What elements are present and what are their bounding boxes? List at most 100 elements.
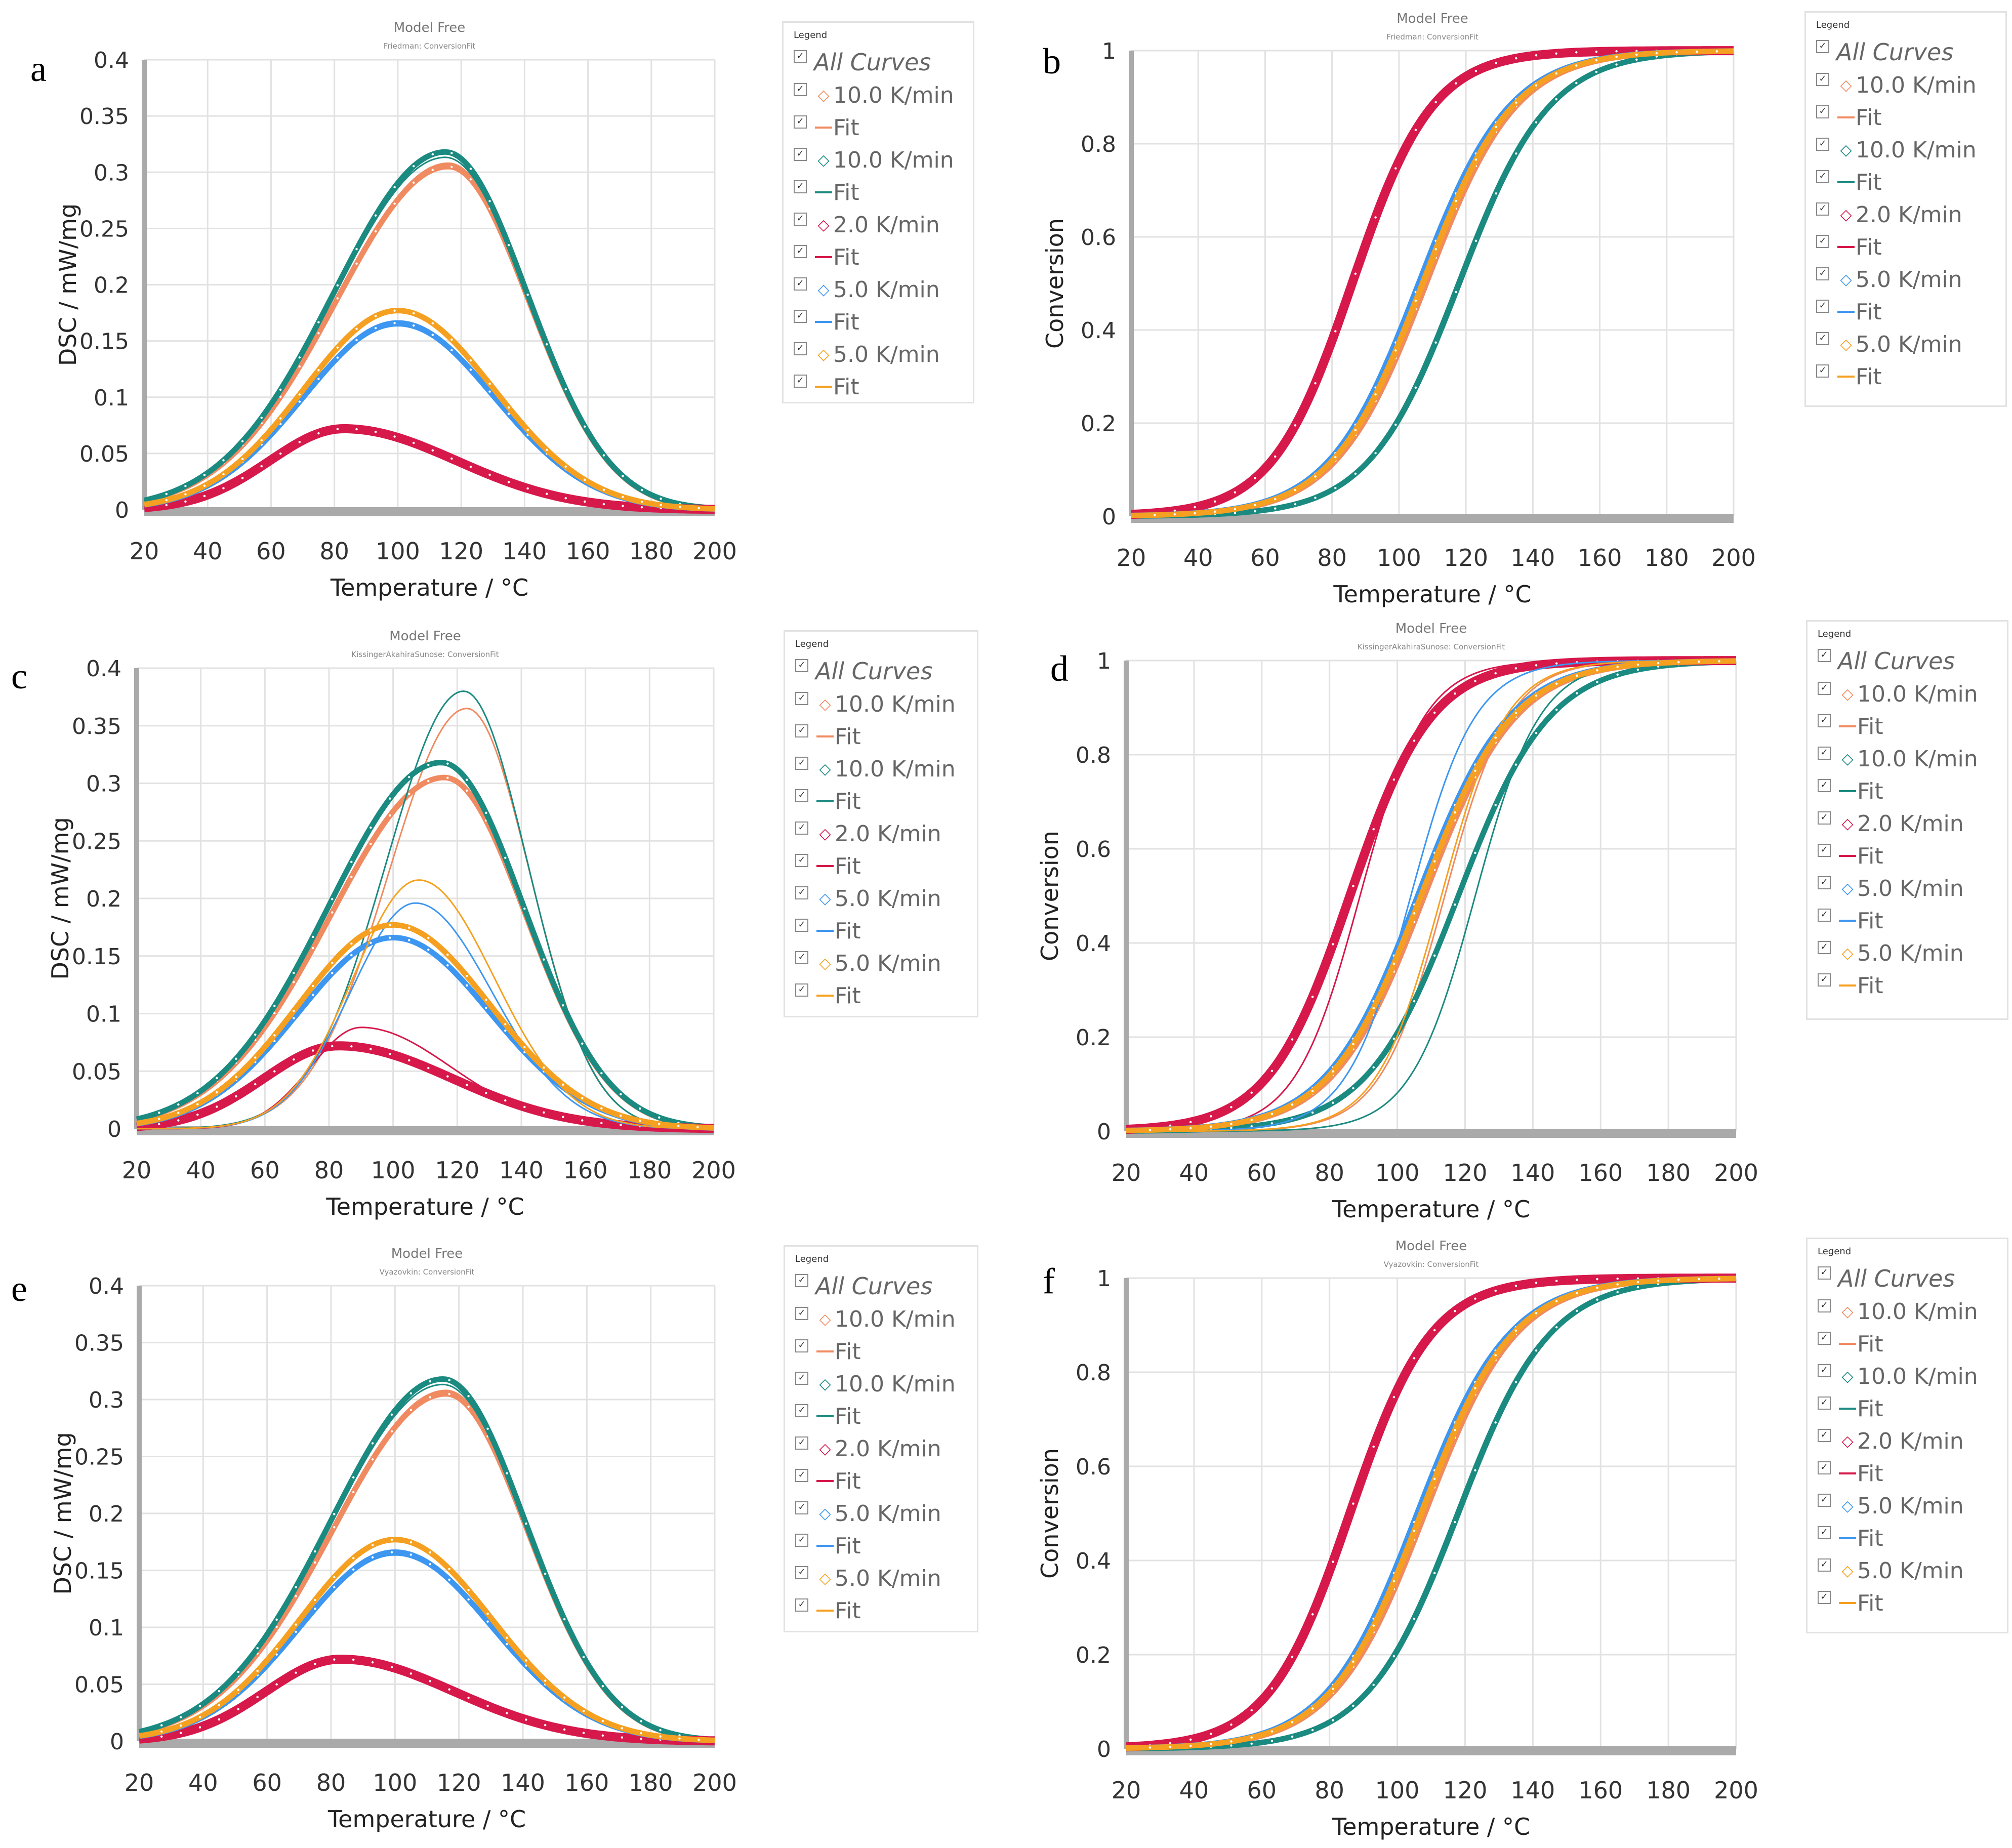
checkbox-icon[interactable]: ✓ (795, 692, 808, 705)
checkbox-icon[interactable]: ✓ (795, 659, 808, 672)
legend-entry[interactable]: ✓ ◇ 5.0 K/min (794, 338, 961, 371)
legend-entry[interactable]: ✓ ◇ 2.0 K/min (795, 817, 965, 850)
legend-all-curves[interactable]: ✓ All Curves (1816, 35, 1993, 69)
legend-entry[interactable]: ✓ ◇ 2.0 K/min (1816, 198, 1993, 231)
checkbox-icon[interactable]: ✓ (795, 1566, 808, 1579)
legend-entry[interactable]: ✓ Fit (1816, 166, 1993, 198)
checkbox-icon[interactable]: ✓ (1818, 1397, 1831, 1410)
checkbox-icon[interactable]: ✓ (1816, 73, 1829, 86)
legend-entry[interactable]: ✓ ◇ 10.0 K/min (1816, 69, 1993, 101)
legend-entry[interactable]: ✓ Fit (795, 979, 965, 1012)
checkbox-icon[interactable]: ✓ (795, 1274, 808, 1287)
legend-entry[interactable]: ✓ Fit (794, 371, 961, 403)
checkbox-icon[interactable]: ✓ (794, 342, 807, 355)
legend-entry[interactable]: ✓ Fit (795, 850, 965, 882)
legend-entry[interactable]: ✓ Fit (1818, 840, 1995, 872)
checkbox-icon[interactable]: ✓ (1816, 332, 1829, 345)
checkbox-icon[interactable]: ✓ (1816, 40, 1829, 53)
legend-entry[interactable]: ✓ Fit (1818, 1522, 1995, 1554)
checkbox-icon[interactable]: ✓ (795, 1372, 808, 1385)
legend-entry[interactable]: ✓ Fit (795, 1335, 965, 1368)
checkbox-icon[interactable]: ✓ (795, 1307, 808, 1320)
legend-entry[interactable]: ✓ Fit (1818, 905, 1995, 937)
checkbox-icon[interactable]: ✓ (1818, 973, 1831, 987)
checkbox-icon[interactable]: ✓ (795, 886, 808, 899)
checkbox-icon[interactable]: ✓ (795, 757, 808, 770)
checkbox-icon[interactable]: ✓ (1816, 138, 1829, 151)
legend-entry[interactable]: ✓ ◇ 5.0 K/min (1818, 937, 1995, 969)
checkbox-icon[interactable]: ✓ (795, 854, 808, 867)
legend-entry[interactable]: ✓ Fit (1816, 360, 1993, 393)
legend-entry[interactable]: ✓ Fit (1818, 969, 1995, 1002)
checkbox-icon[interactable]: ✓ (795, 1339, 808, 1352)
checkbox-icon[interactable]: ✓ (1818, 1364, 1831, 1377)
legend-entry[interactable]: ✓ Fit (794, 306, 961, 338)
checkbox-icon[interactable]: ✓ (1818, 1332, 1831, 1345)
legend-entry[interactable]: ✓ ◇ 5.0 K/min (1816, 263, 1993, 296)
legend-entry[interactable]: ✓ Fit (794, 176, 961, 209)
checkbox-icon[interactable]: ✓ (794, 83, 807, 96)
checkbox-icon[interactable]: ✓ (795, 1469, 808, 1482)
legend-entry[interactable]: ✓ ◇ 10.0 K/min (1818, 1295, 1995, 1328)
legend-entry[interactable]: ✓ ◇ 5.0 K/min (1816, 328, 1993, 360)
legend-entry[interactable]: ✓ ◇ 5.0 K/min (1818, 1490, 1995, 1522)
checkbox-icon[interactable]: ✓ (1816, 202, 1829, 216)
legend-entry[interactable]: ✓ ◇ 2.0 K/min (1818, 807, 1995, 840)
checkbox-icon[interactable]: ✓ (1818, 1461, 1831, 1474)
legend-entry[interactable]: ✓ ◇ 5.0 K/min (1818, 1554, 1995, 1587)
legend-entry[interactable]: ✓ Fit (1816, 231, 1993, 263)
checkbox-icon[interactable]: ✓ (1816, 364, 1829, 378)
checkbox-icon[interactable]: ✓ (795, 724, 808, 737)
checkbox-icon[interactable]: ✓ (1818, 1591, 1831, 1604)
legend-entry[interactable]: ✓ Fit (795, 1465, 965, 1497)
checkbox-icon[interactable]: ✓ (1816, 235, 1829, 248)
checkbox-icon[interactable]: ✓ (1816, 267, 1829, 280)
legend-entry[interactable]: ✓ ◇ 10.0 K/min (794, 79, 961, 111)
legend-entry[interactable]: ✓ ◇ 10.0 K/min (1818, 1360, 1995, 1392)
checkbox-icon[interactable]: ✓ (1818, 811, 1831, 825)
checkbox-icon[interactable]: ✓ (795, 1501, 808, 1514)
checkbox-icon[interactable]: ✓ (1816, 300, 1829, 313)
legend-entry[interactable]: ✓ Fit (1818, 775, 1995, 807)
checkbox-icon[interactable]: ✓ (1818, 714, 1831, 727)
legend-entry[interactable]: ✓ ◇ 10.0 K/min (794, 144, 961, 176)
checkbox-icon[interactable]: ✓ (795, 983, 808, 997)
legend-entry[interactable]: ✓ Fit (794, 111, 961, 144)
checkbox-icon[interactable]: ✓ (795, 1534, 808, 1547)
legend-entry[interactable]: ✓ Fit (794, 241, 961, 273)
legend-entry[interactable]: ✓ Fit (795, 1594, 965, 1627)
legend-entry[interactable]: ✓ Fit (1818, 710, 1995, 743)
legend-all-curves[interactable]: ✓ All Curves (795, 1269, 965, 1303)
checkbox-icon[interactable]: ✓ (1816, 170, 1829, 183)
legend-entry[interactable]: ✓ ◇ 5.0 K/min (795, 1497, 965, 1530)
legend-entry[interactable]: ✓ ◇ 10.0 K/min (1818, 743, 1995, 775)
checkbox-icon[interactable]: ✓ (794, 148, 807, 161)
legend-entry[interactable]: ✓ ◇ 5.0 K/min (794, 273, 961, 306)
legend-entry[interactable]: ✓ Fit (1818, 1392, 1995, 1425)
checkbox-icon[interactable]: ✓ (1818, 1526, 1831, 1539)
legend-all-curves[interactable]: ✓ All Curves (1818, 1262, 1995, 1295)
checkbox-icon[interactable]: ✓ (795, 1436, 808, 1450)
legend-entry[interactable]: ✓ Fit (1816, 296, 1993, 328)
checkbox-icon[interactable]: ✓ (1818, 909, 1831, 922)
checkbox-icon[interactable]: ✓ (1818, 1429, 1831, 1442)
checkbox-icon[interactable]: ✓ (794, 277, 807, 291)
checkbox-icon[interactable]: ✓ (795, 822, 808, 835)
legend-entry[interactable]: ✓ Fit (1818, 1328, 1995, 1360)
legend-all-curves[interactable]: ✓ All Curves (794, 46, 961, 79)
checkbox-icon[interactable]: ✓ (794, 180, 807, 193)
checkbox-icon[interactable]: ✓ (795, 919, 808, 932)
checkbox-icon[interactable]: ✓ (794, 213, 807, 226)
legend-entry[interactable]: ✓ ◇ 10.0 K/min (795, 688, 965, 720)
checkbox-icon[interactable]: ✓ (794, 115, 807, 129)
legend-entry[interactable]: ✓ ◇ 10.0 K/min (795, 1303, 965, 1335)
checkbox-icon[interactable]: ✓ (1818, 1299, 1831, 1312)
checkbox-icon[interactable]: ✓ (1818, 779, 1831, 792)
checkbox-icon[interactable]: ✓ (1818, 876, 1831, 889)
checkbox-icon[interactable]: ✓ (1818, 1266, 1831, 1280)
checkbox-icon[interactable]: ✓ (794, 310, 807, 323)
legend-entry[interactable]: ✓ ◇ 10.0 K/min (795, 1368, 965, 1400)
legend-entry[interactable]: ✓ ◇ 2.0 K/min (795, 1432, 965, 1465)
checkbox-icon[interactable]: ✓ (794, 375, 807, 388)
legend-entry[interactable]: ✓ Fit (795, 720, 965, 753)
